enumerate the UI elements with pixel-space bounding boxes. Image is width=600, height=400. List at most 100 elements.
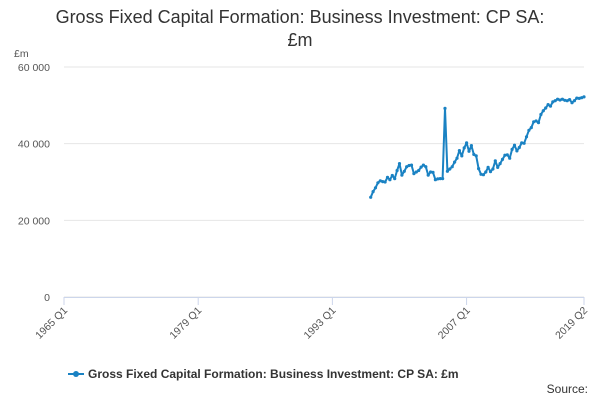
data-point: [498, 162, 502, 166]
data-point: [381, 180, 385, 184]
data-point: [481, 173, 485, 177]
data-point: [402, 169, 406, 173]
data-point: [575, 96, 579, 100]
series-line: [369, 95, 585, 198]
data-point: [457, 149, 461, 153]
data-point: [570, 101, 574, 105]
data-point: [390, 173, 394, 178]
x-tick-label: 2019 Q2: [553, 305, 590, 342]
data-point: [529, 126, 533, 130]
data-point: [479, 172, 483, 176]
data-point: [524, 135, 529, 139]
data-point: [448, 167, 452, 171]
data-point: [527, 128, 531, 132]
data-point: [565, 99, 569, 103]
data-point: [424, 165, 428, 169]
data-point: [493, 159, 497, 163]
data-point: [409, 163, 414, 167]
data-point: [431, 170, 435, 174]
data-point: [467, 149, 471, 153]
chart-title-line-1: Gross Fixed Capital Formation: Business …: [55, 7, 545, 27]
data-point: [534, 119, 538, 123]
data-point: [450, 165, 454, 169]
data-point: [577, 96, 581, 100]
data-point: [373, 186, 378, 190]
data-point: [421, 163, 425, 167]
legend-label: Gross Fixed Capital Formation: Business …: [88, 367, 459, 381]
data-point: [407, 163, 411, 168]
x-tick-label: 1993 Q1: [302, 305, 339, 342]
legend[interactable]: Gross Fixed Capital Formation: Business …: [68, 367, 459, 381]
data-point: [469, 144, 473, 148]
data-point: [369, 195, 373, 199]
data-point: [503, 153, 507, 157]
x-tick-label: 1965 Q1: [33, 305, 70, 342]
data-point: [419, 165, 423, 169]
data-point: [445, 169, 449, 173]
legend-marker: [73, 371, 79, 377]
data-point: [560, 97, 565, 101]
y-tick-label: 0: [44, 292, 50, 304]
data-point: [517, 145, 521, 150]
data-point: [417, 168, 421, 173]
data-point: [426, 173, 430, 177]
legend-swatch-icon: [68, 369, 84, 379]
y-tick-label: 60 000: [18, 62, 50, 74]
gridlines: [64, 66, 584, 298]
chart-title-line-2: £m: [287, 30, 313, 50]
data-point: [546, 103, 550, 107]
x-tick-label: 1979 Q1: [167, 305, 204, 342]
data-point: [568, 98, 572, 102]
data-point: [563, 98, 567, 102]
data-point: [548, 104, 553, 108]
data-point: [465, 141, 469, 145]
data-point: [520, 141, 524, 145]
data-point: [505, 153, 509, 157]
axes: 0 20 000 40 000 60 000 £m 1965 Q1 1979 Q1 1993 …: [14, 48, 590, 342]
data-point: [414, 170, 418, 174]
data-point: [539, 112, 543, 117]
data-point: [510, 147, 514, 151]
y-axis-unit-label: £m: [14, 48, 29, 60]
data-point: [488, 170, 493, 174]
data-point: [438, 177, 442, 181]
data-point: [491, 167, 495, 171]
data-point: [429, 170, 433, 174]
data-point: [371, 190, 375, 194]
data-point: [500, 157, 505, 161]
data-point: [405, 165, 409, 169]
data-point: [441, 177, 445, 181]
data-point: [412, 172, 416, 176]
data-point: [551, 100, 555, 104]
data-point: [383, 180, 387, 184]
data-point: [515, 149, 519, 153]
data-point: [553, 99, 557, 103]
data-point: [582, 95, 586, 99]
data-point: [436, 177, 440, 181]
data-point: [541, 109, 545, 113]
data-point: [486, 165, 490, 169]
data-point: [455, 156, 459, 160]
data-point: [385, 175, 390, 179]
data-point: [477, 167, 481, 171]
data-point: [462, 146, 466, 150]
x-tick-label: 2007 Q1: [436, 305, 473, 342]
y-tick-label: 20 000: [18, 215, 50, 227]
chart-title: Gross Fixed Capital Formation: Business …: [0, 6, 600, 52]
data-point: [388, 178, 392, 182]
data-point: [453, 160, 457, 164]
data-point: [472, 152, 476, 156]
series-layer: [369, 95, 586, 199]
data-point: [443, 106, 447, 110]
data-point: [397, 162, 402, 166]
data-point: [400, 173, 404, 177]
data-point: [496, 165, 500, 169]
data-point: [572, 99, 577, 103]
data-point: [395, 168, 399, 173]
data-point: [512, 143, 517, 147]
data-point: [508, 156, 512, 160]
y-tick-label: 40 000: [18, 139, 50, 151]
data-point: [393, 177, 397, 181]
data-point: [522, 141, 526, 145]
